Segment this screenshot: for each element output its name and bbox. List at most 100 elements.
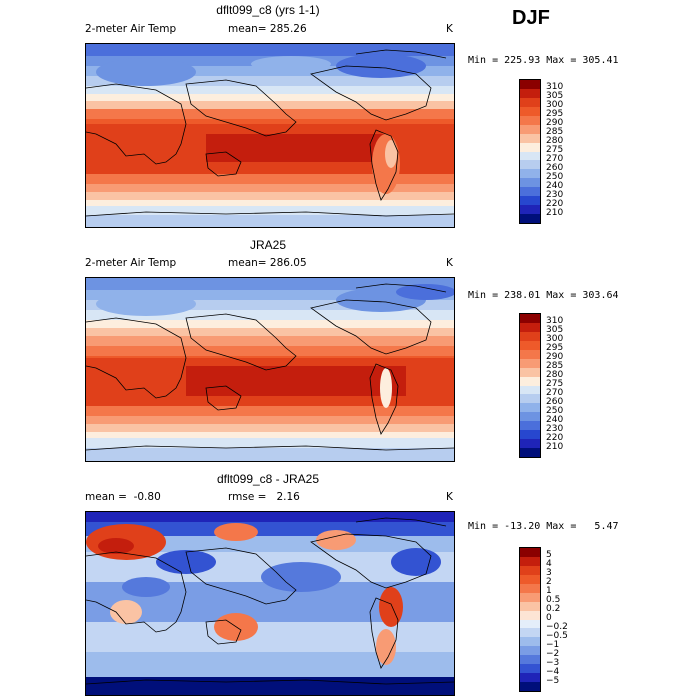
colorbar-swatch — [520, 97, 540, 107]
panel-3-rmse-label: rmse = 2.16 — [228, 491, 300, 503]
panel-2-minmax: Min = 238.01 Max = 303.64 — [468, 290, 619, 301]
panel-3-title: dflt099_c8 - JRA25 — [216, 472, 320, 486]
colorbar-swatch — [520, 610, 540, 620]
colorbar-label: −1 — [546, 639, 560, 650]
colorbar-label: 290 — [546, 352, 564, 363]
colorbar-swatch — [520, 367, 540, 377]
colorbar-swatch — [520, 655, 540, 665]
colorbar-label: −5 — [546, 675, 560, 686]
panel-1-colorbar-labels: 310 305 300 295 290 285 280 275 270 260 250 240 230 2… — [546, 79, 586, 224]
colorbar-label: 0.5 — [546, 595, 561, 606]
colorbar-swatch — [520, 664, 540, 674]
colorbar-swatch — [520, 205, 540, 215]
colorbar-label: 290 — [546, 118, 564, 129]
colorbar-label: 270 — [546, 387, 564, 398]
colorbar-label: 295 — [546, 343, 564, 354]
colorbar-label: 0.2 — [546, 604, 561, 615]
colorbar-label: 250 — [546, 171, 564, 182]
colorbar-swatch — [520, 88, 540, 98]
colorbar-swatch — [520, 682, 540, 691]
colorbar-swatch — [520, 151, 540, 161]
colorbar-swatch — [520, 196, 540, 206]
panel-3-map — [85, 511, 455, 696]
panel-3-mean-label: mean = -0.80 — [85, 491, 161, 503]
colorbar-swatch — [520, 448, 540, 457]
colorbar-swatch — [520, 565, 540, 575]
colorbar-label: 285 — [546, 361, 564, 372]
colorbar-label: 4 — [546, 559, 552, 570]
colorbar-swatch — [520, 133, 540, 143]
colorbar-label: 2 — [546, 577, 552, 588]
colorbar-label: 260 — [546, 162, 564, 173]
colorbar-swatch — [520, 430, 540, 440]
panel-2-colorbar — [519, 313, 541, 458]
panel-1-colorbar — [519, 79, 541, 224]
panel-2-title: JRA25 — [249, 238, 287, 252]
colorbar-label: −0.5 — [546, 630, 568, 641]
colorbar-swatch — [520, 628, 540, 638]
colorbar-swatch — [520, 601, 540, 611]
colorbar-label: 1 — [546, 586, 552, 597]
panel-3-colorbar — [519, 547, 541, 692]
colorbar-label: 230 — [546, 189, 564, 200]
colorbar-swatch — [520, 187, 540, 197]
colorbar-label: 210 — [546, 207, 564, 218]
season-label: DJF — [512, 7, 550, 29]
colorbar-swatch — [520, 376, 540, 386]
panel-1-variable-label: 2-meter Air Temp — [85, 23, 177, 35]
colorbar-label: 210 — [546, 441, 564, 452]
colorbar-swatch — [520, 574, 540, 584]
colorbar-swatch — [520, 592, 540, 602]
colorbar-label: 5 — [546, 550, 552, 561]
colorbar-swatch — [520, 214, 540, 223]
colorbar-label: −2 — [546, 648, 560, 659]
colorbar-swatch — [520, 322, 540, 332]
colorbar-label: −0.2 — [546, 621, 568, 632]
panel-2-colorbar-labels: 310 305 300 295 290 285 280 275 270 260 250 240 230 2… — [546, 313, 586, 458]
colorbar-label: 240 — [546, 414, 564, 425]
colorbar-swatch — [520, 331, 540, 341]
colorbar-label: 220 — [546, 432, 564, 443]
panel-2-mean-label: mean= 286.05 — [228, 257, 307, 269]
panel-2-variable-label: 2-meter Air Temp — [85, 257, 177, 269]
colorbar-swatch — [520, 142, 540, 152]
colorbar-swatch — [520, 583, 540, 593]
colorbar-swatch — [520, 394, 540, 404]
colorbar-label: 230 — [546, 423, 564, 434]
colorbar-swatch — [520, 115, 540, 125]
colorbar-swatch — [520, 646, 540, 656]
colorbar-swatch — [520, 349, 540, 359]
colorbar-label: 310 — [546, 82, 564, 93]
colorbar-label: 270 — [546, 153, 564, 164]
panel-1-title: dflt099_c8 (yrs 1-1) — [216, 3, 320, 17]
panel-1-map — [85, 43, 455, 228]
colorbar-label: 310 — [546, 316, 564, 327]
colorbar-swatch — [520, 637, 540, 647]
colorbar-swatch — [520, 178, 540, 188]
colorbar-label: 280 — [546, 370, 564, 381]
colorbar-swatch — [520, 385, 540, 395]
colorbar-label: 300 — [546, 100, 564, 111]
panel-2-map — [85, 277, 455, 462]
colorbar-label: 250 — [546, 405, 564, 416]
colorbar-label: 300 — [546, 334, 564, 345]
colorbar-label: 220 — [546, 198, 564, 209]
colorbar-label: 260 — [546, 396, 564, 407]
panel-1-mean-label: mean= 285.26 — [228, 23, 307, 35]
colorbar-label: 305 — [546, 91, 564, 102]
colorbar-swatch — [520, 412, 540, 422]
colorbar-label: 295 — [546, 109, 564, 120]
colorbar-label: 280 — [546, 136, 564, 147]
panel-2-units-label: K — [446, 257, 453, 269]
colorbar-swatch — [520, 403, 540, 413]
colorbar-swatch — [520, 358, 540, 368]
colorbar-swatch — [520, 80, 540, 89]
colorbar-swatch — [520, 548, 540, 557]
colorbar-label: 305 — [546, 325, 564, 336]
colorbar-swatch — [520, 314, 540, 323]
colorbar-swatch — [520, 340, 540, 350]
colorbar-swatch — [520, 619, 540, 629]
panel-3-units-label: K — [446, 491, 453, 503]
colorbar-swatch — [520, 124, 540, 134]
panel-3-minmax: Min = -13.20 Max = 5.47 — [468, 521, 619, 532]
